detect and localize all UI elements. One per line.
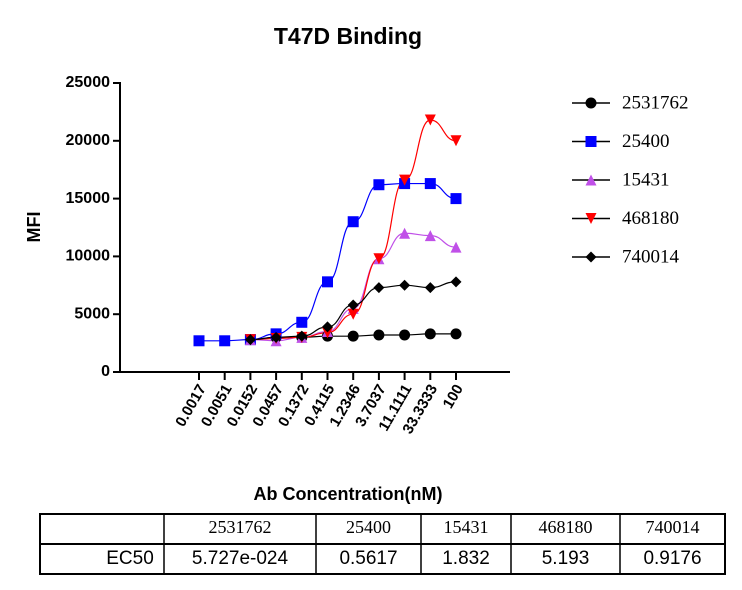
y-tick-label: 25000 <box>66 74 111 91</box>
series-line <box>199 182 457 342</box>
marker <box>373 329 385 341</box>
marker <box>373 282 385 294</box>
marker <box>270 331 282 343</box>
chart-title: T47D Binding <box>274 23 422 49</box>
y-tick-label: 20000 <box>66 132 111 149</box>
row-label: EC50 <box>106 548 154 569</box>
column-header: 15431 <box>444 517 489 537</box>
marker <box>322 327 333 339</box>
marker <box>322 321 333 333</box>
cell: 0.9176 <box>643 548 701 569</box>
marker <box>424 328 436 340</box>
ec50-table: EC50 2531762 5.727e-024 25400 0.5617 15431 1.8… <box>39 513 726 575</box>
marker <box>424 282 436 294</box>
marker <box>585 251 597 263</box>
cell: 1.832 <box>442 548 490 569</box>
marker <box>585 213 597 224</box>
marker <box>193 335 205 347</box>
marker <box>244 334 256 346</box>
column-header: 740014 <box>646 517 700 537</box>
x-tick-label: 100 <box>440 381 467 411</box>
marker <box>399 279 411 291</box>
cell: 0.5617 <box>339 548 397 569</box>
marker <box>424 230 436 242</box>
y-tick-label: 10000 <box>66 248 111 265</box>
legend-label: 740014 <box>622 246 680 267</box>
y-tick-label: 15000 <box>66 190 111 207</box>
marker <box>399 174 411 186</box>
marker <box>399 227 411 239</box>
marker <box>424 178 436 190</box>
marker <box>296 330 308 342</box>
marker <box>450 328 462 340</box>
marker <box>585 136 597 147</box>
marker <box>373 179 385 191</box>
marker <box>347 308 359 320</box>
cell: 5.193 <box>542 548 590 569</box>
column-header: 2531762 <box>209 517 272 537</box>
marker <box>585 174 597 186</box>
marker <box>322 276 333 288</box>
legend-label: 25400 <box>622 131 670 152</box>
marker <box>450 193 462 205</box>
cell: 5.727e-024 <box>192 548 289 569</box>
legend-label: 2531762 <box>622 92 689 113</box>
column-header: 25400 <box>346 517 391 537</box>
marker <box>585 97 597 109</box>
marker <box>219 335 231 347</box>
marker <box>450 135 462 147</box>
marker <box>296 316 308 328</box>
marker <box>424 114 436 126</box>
y-axis-label: MFI <box>24 212 44 243</box>
marker <box>347 216 359 228</box>
y-tick-label: 0 <box>101 363 110 380</box>
marker <box>450 276 462 288</box>
legend-label: 468180 <box>622 208 679 229</box>
marker <box>399 329 411 341</box>
marker <box>373 253 385 265</box>
series-line <box>250 119 457 341</box>
legend-label: 15431 <box>622 169 670 190</box>
marker <box>347 330 359 342</box>
marker <box>450 241 462 253</box>
column-header: 468180 <box>539 517 593 537</box>
x-axis-label: Ab Concentration(nM) <box>254 484 443 504</box>
marker <box>347 299 359 311</box>
y-tick-label: 5000 <box>74 305 110 322</box>
